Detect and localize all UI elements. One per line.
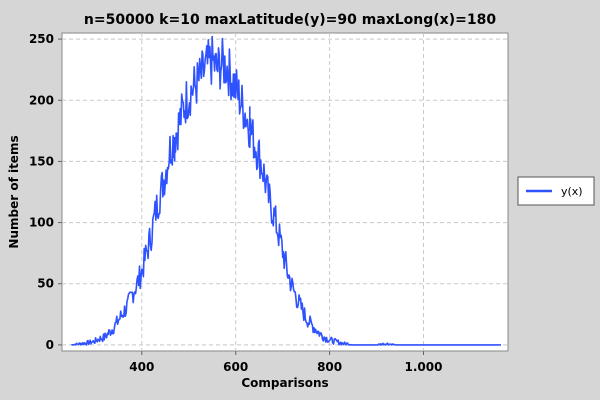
y-tick-label: 100 bbox=[29, 216, 54, 230]
series-group bbox=[71, 35, 501, 346]
y-tick-label: 250 bbox=[29, 32, 54, 46]
x-tick-label: 800 bbox=[317, 360, 342, 374]
y-tick-label: 0 bbox=[46, 338, 54, 352]
legend: y(x) bbox=[517, 176, 595, 206]
y-tick-label: 150 bbox=[29, 154, 54, 168]
y-axis-label: Number of items bbox=[7, 135, 21, 248]
x-tick-label: 1.000 bbox=[405, 360, 443, 374]
y-tick-label: 200 bbox=[29, 93, 54, 107]
plot-area bbox=[61, 32, 509, 352]
tick-labels: 0 50 100 150 200 250 400 600 800 1.000 bbox=[29, 32, 443, 374]
x-axis-label: Comparisons bbox=[241, 376, 328, 390]
legend-label-y-x: y(x) bbox=[561, 185, 583, 198]
chart-title: n=50000 k=10 maxLatitude(y)=90 maxLong(x… bbox=[84, 12, 496, 28]
axes bbox=[58, 38, 424, 355]
x-tick-label: 600 bbox=[223, 360, 248, 374]
series-line-y-x bbox=[71, 35, 501, 346]
y-tick-label: 50 bbox=[37, 277, 54, 291]
x-tick-label: 400 bbox=[129, 360, 154, 374]
